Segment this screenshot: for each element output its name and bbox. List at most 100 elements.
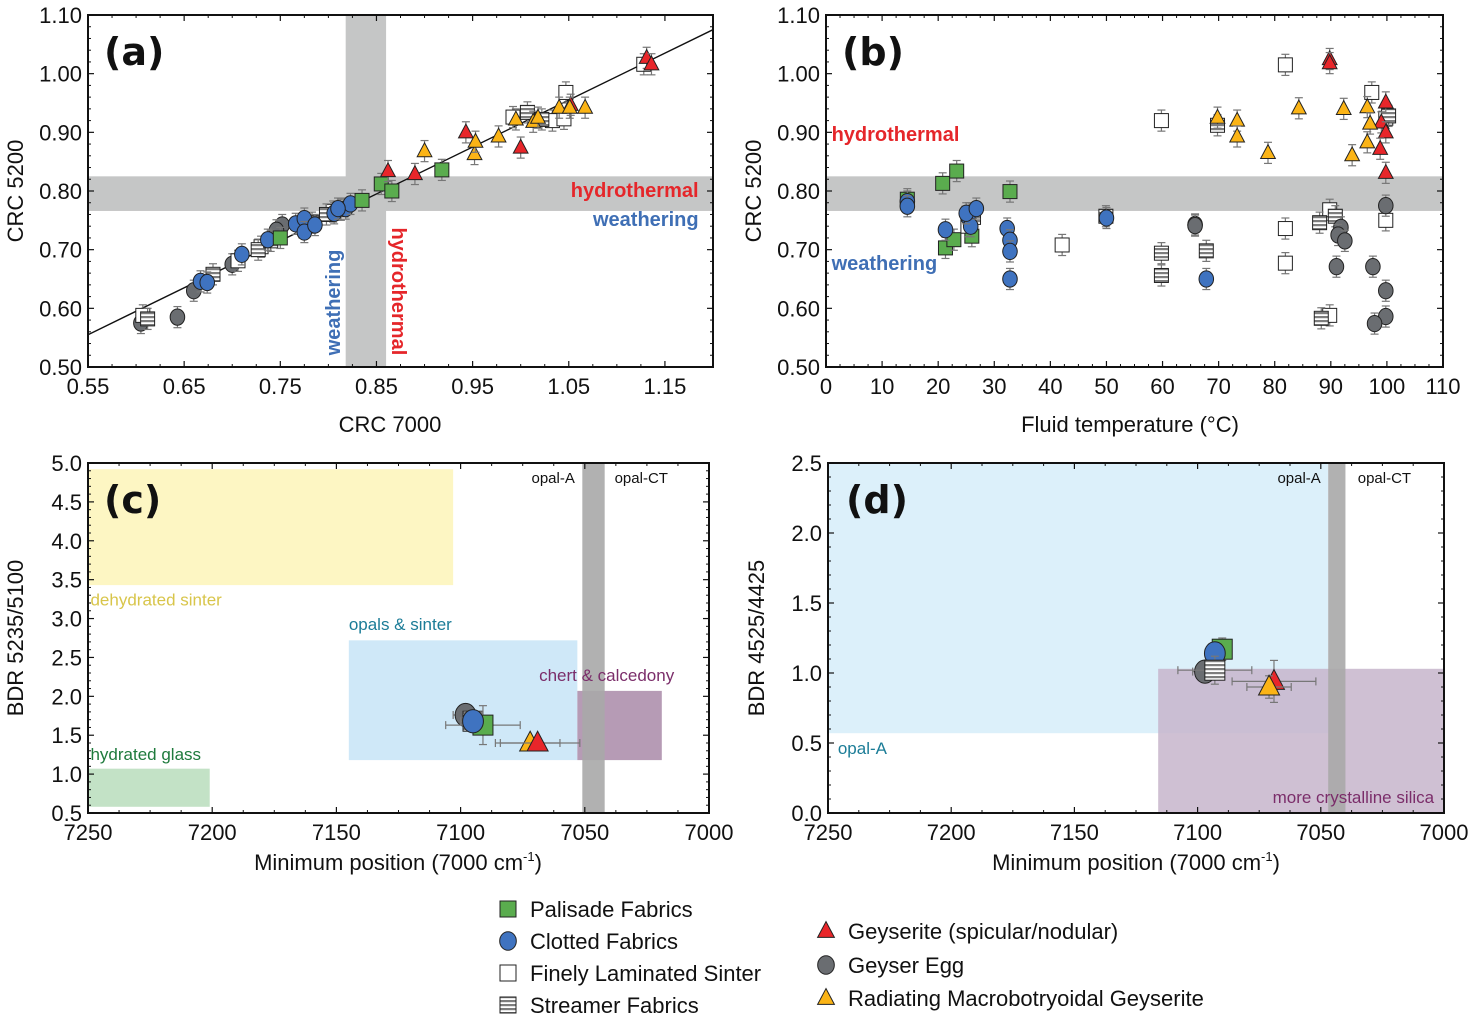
y-tick-label: 1.10 (777, 3, 820, 28)
band-horizontal (826, 176, 1443, 211)
x-tick-label: 0 (820, 374, 832, 399)
panel-a: 0.55 0.65 0.75 0.85 0.95 1.05 1.15 0.50 0.60 0.70… (3, 3, 714, 437)
data-point (330, 199, 346, 218)
data-point (1337, 232, 1353, 250)
data-point (1312, 215, 1328, 231)
legend-label: Geyser Egg (848, 953, 964, 978)
region-more-crystalline-silica (1158, 668, 1444, 813)
y-tick-label: 3.0 (51, 607, 82, 632)
data-point (1198, 270, 1215, 288)
x-tick-label: 40 (1038, 374, 1062, 399)
legend-label: Radiating Macrobotryoidal Geyserite (848, 986, 1204, 1011)
data-point (1365, 258, 1381, 276)
series-geyser_egg (1187, 194, 1394, 335)
series-palisade (272, 158, 450, 250)
y-tick-label: 0.60 (777, 296, 820, 321)
x-tick-label: 0.65 (163, 374, 206, 399)
data-point (169, 308, 186, 326)
panel-b-axes: 0 10 20 30 40 50 60 70 80 90 100 110 0.50 0.60 0.70 0.8… (777, 3, 1460, 399)
data-point (307, 216, 323, 234)
y-tick-label: 0.50 (39, 355, 82, 380)
y-tick-label: 2.0 (791, 521, 822, 546)
data-point (1002, 184, 1018, 200)
panel-d-xlabel-end: ) (1273, 850, 1280, 875)
region-label: opals & sinter (349, 615, 452, 634)
legend-item-geyser_egg: Geyser Egg (817, 953, 964, 978)
panel-b-background (826, 176, 1443, 211)
data-point (1366, 314, 1383, 333)
series-radiating (1246, 674, 1292, 699)
data-point (1361, 114, 1379, 130)
x-tick-label: 60 (1150, 374, 1174, 399)
region-hydrated-glass (88, 768, 210, 807)
panel-a-label: (a) (104, 30, 164, 74)
data-point (1378, 282, 1394, 300)
panel-a-marks (88, 29, 713, 336)
x-tick-label: 0.95 (451, 374, 494, 399)
data-point (416, 141, 433, 158)
x-tick-label: 100 (1369, 374, 1406, 399)
region-label: more crystalline silica (1273, 788, 1435, 807)
y-tick-label: 1.0 (51, 762, 82, 787)
x-tick-label: 70 (1206, 374, 1230, 399)
data-point (561, 98, 578, 114)
data-point (1277, 57, 1293, 73)
data-point (272, 230, 288, 246)
legend-marker-icon (499, 996, 517, 1014)
data-point (1277, 221, 1293, 237)
legend-marker-icon (499, 964, 517, 982)
data-point (1290, 98, 1308, 115)
data-point (576, 98, 594, 114)
data-point (1377, 163, 1394, 179)
y-tick-label: 4.5 (51, 490, 82, 515)
opal-transition-band (1328, 463, 1346, 813)
y-tick-label: 0.50 (777, 355, 820, 380)
annotation-weathering: weathering (831, 253, 938, 275)
panel-c-background (88, 463, 662, 813)
data-point (354, 192, 370, 208)
data-point (1377, 93, 1394, 109)
legend-label: Geyserite (spicular/nodular) (848, 919, 1118, 944)
series-clotted (192, 192, 359, 294)
region-label: opal-A (838, 739, 888, 758)
x-tick-label: 0.55 (67, 374, 110, 399)
data-point (457, 123, 475, 139)
y-tick-label: 1.10 (39, 3, 82, 28)
data-point (1054, 237, 1070, 253)
y-tick-label: 1.00 (39, 62, 82, 87)
region-label: hydrated glass (90, 745, 201, 764)
series-streamer (1177, 655, 1253, 685)
data-point (462, 709, 484, 734)
y-tick-label: 0.80 (39, 179, 82, 204)
data-point (937, 221, 954, 239)
legend-item-streamer: Streamer Fabrics (499, 993, 699, 1016)
data-point (558, 84, 574, 100)
y-tick-label: 0.80 (777, 179, 820, 204)
legend: Palisade Fabrics Clotted Fabrics Finely La… (499, 897, 1204, 1016)
data-point (467, 132, 484, 148)
data-point (1373, 113, 1390, 129)
panel-c-xlabel: Minimum position (7000 cm-1) (254, 849, 542, 875)
opal-label: opal-A (1277, 470, 1320, 487)
legend-marker-icon (816, 920, 836, 938)
panel-c-label: (c) (104, 478, 161, 522)
data-point (526, 730, 549, 752)
data-point (199, 273, 216, 292)
panel-d-axes: 7250 7200 7150 7100 7050 7000 0.0 0.5 1.0 1.5 2.0 2… (791, 451, 1468, 845)
legend-label: Clotted Fabrics (530, 929, 678, 954)
panel-c-xlabel-sup: -1 (523, 849, 535, 864)
data-point (1153, 267, 1169, 283)
region-label: dehydrated sinter (90, 590, 222, 609)
panel-d-marks (1177, 637, 1317, 704)
x-tick-label: 7000 (685, 820, 734, 845)
data-point (643, 54, 660, 71)
y-tick-label: 0.60 (39, 296, 82, 321)
y-tick-label: 1.00 (777, 62, 820, 87)
data-point (507, 110, 525, 126)
opal-label: opal-CT (615, 470, 668, 487)
series-geyserite (494, 730, 581, 752)
panel-a-axes: 0.55 0.65 0.75 0.85 0.95 1.05 1.15 0.50 0.60 0.70… (39, 3, 713, 399)
data-point (949, 163, 965, 179)
y-tick-label: 2.0 (51, 684, 82, 709)
y-tick-label: 0.5 (791, 731, 822, 756)
